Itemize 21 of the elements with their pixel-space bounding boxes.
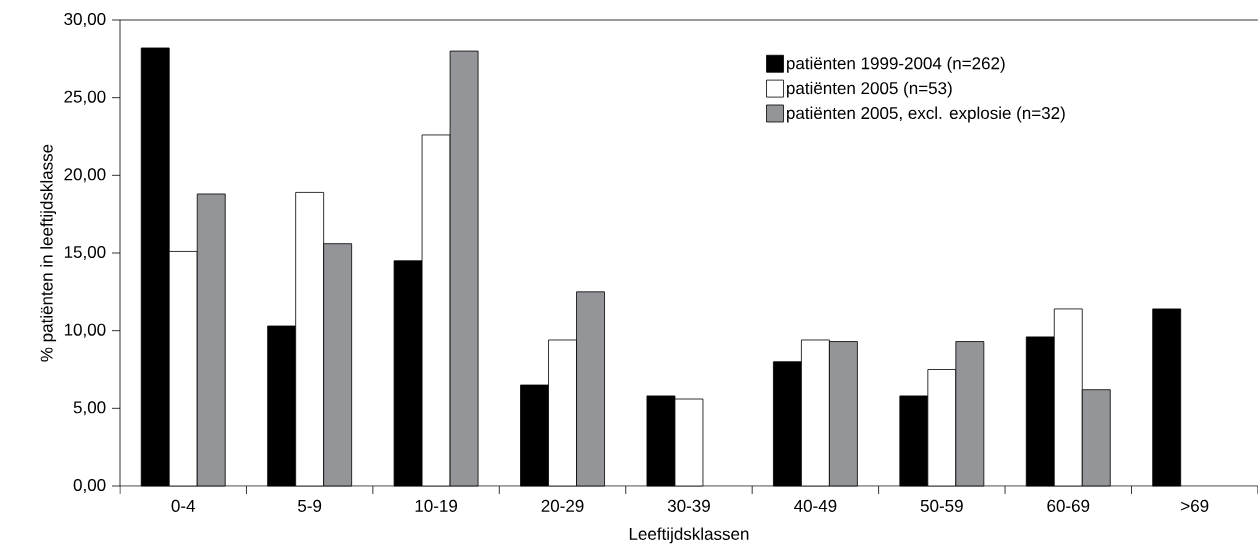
x-tick-label: 60-69: [1047, 499, 1090, 512]
x-tick-label: >69: [1181, 499, 1209, 512]
x-tick-label: 5-9: [298, 499, 322, 512]
legend-label: patiënten 1999-2004 (n=262): [787, 56, 1005, 73]
x-tick-label: 50-59: [920, 499, 963, 512]
x-tick-label: 30-39: [667, 499, 710, 512]
x-tick-label: 10-19: [415, 499, 458, 512]
legend-label: patiënten 2005, excl. explosie (n=32): [787, 106, 1065, 123]
y-tick-label: 10,00: [64, 323, 106, 338]
x-tick-label: 20-29: [541, 499, 584, 512]
y-tick-label: 30,00: [64, 12, 106, 28]
x-tick-label: 0-4: [171, 499, 195, 512]
x-tick-label: 40-49: [794, 499, 837, 512]
legend-label: patiënten 2005 (n=53): [787, 81, 952, 98]
y-tick-label: 15,00: [64, 245, 106, 261]
y-tick-label: 20,00: [64, 168, 106, 183]
y-axis-title: % patiënten in leeftijdsklasse: [40, 144, 57, 362]
y-tick-label: 0,00: [73, 478, 106, 494]
x-axis-title: Leeftijdsklassen: [629, 527, 749, 544]
y-tick-label: 5,00: [73, 401, 106, 416]
y-tick-label: 25,00: [64, 90, 106, 105]
